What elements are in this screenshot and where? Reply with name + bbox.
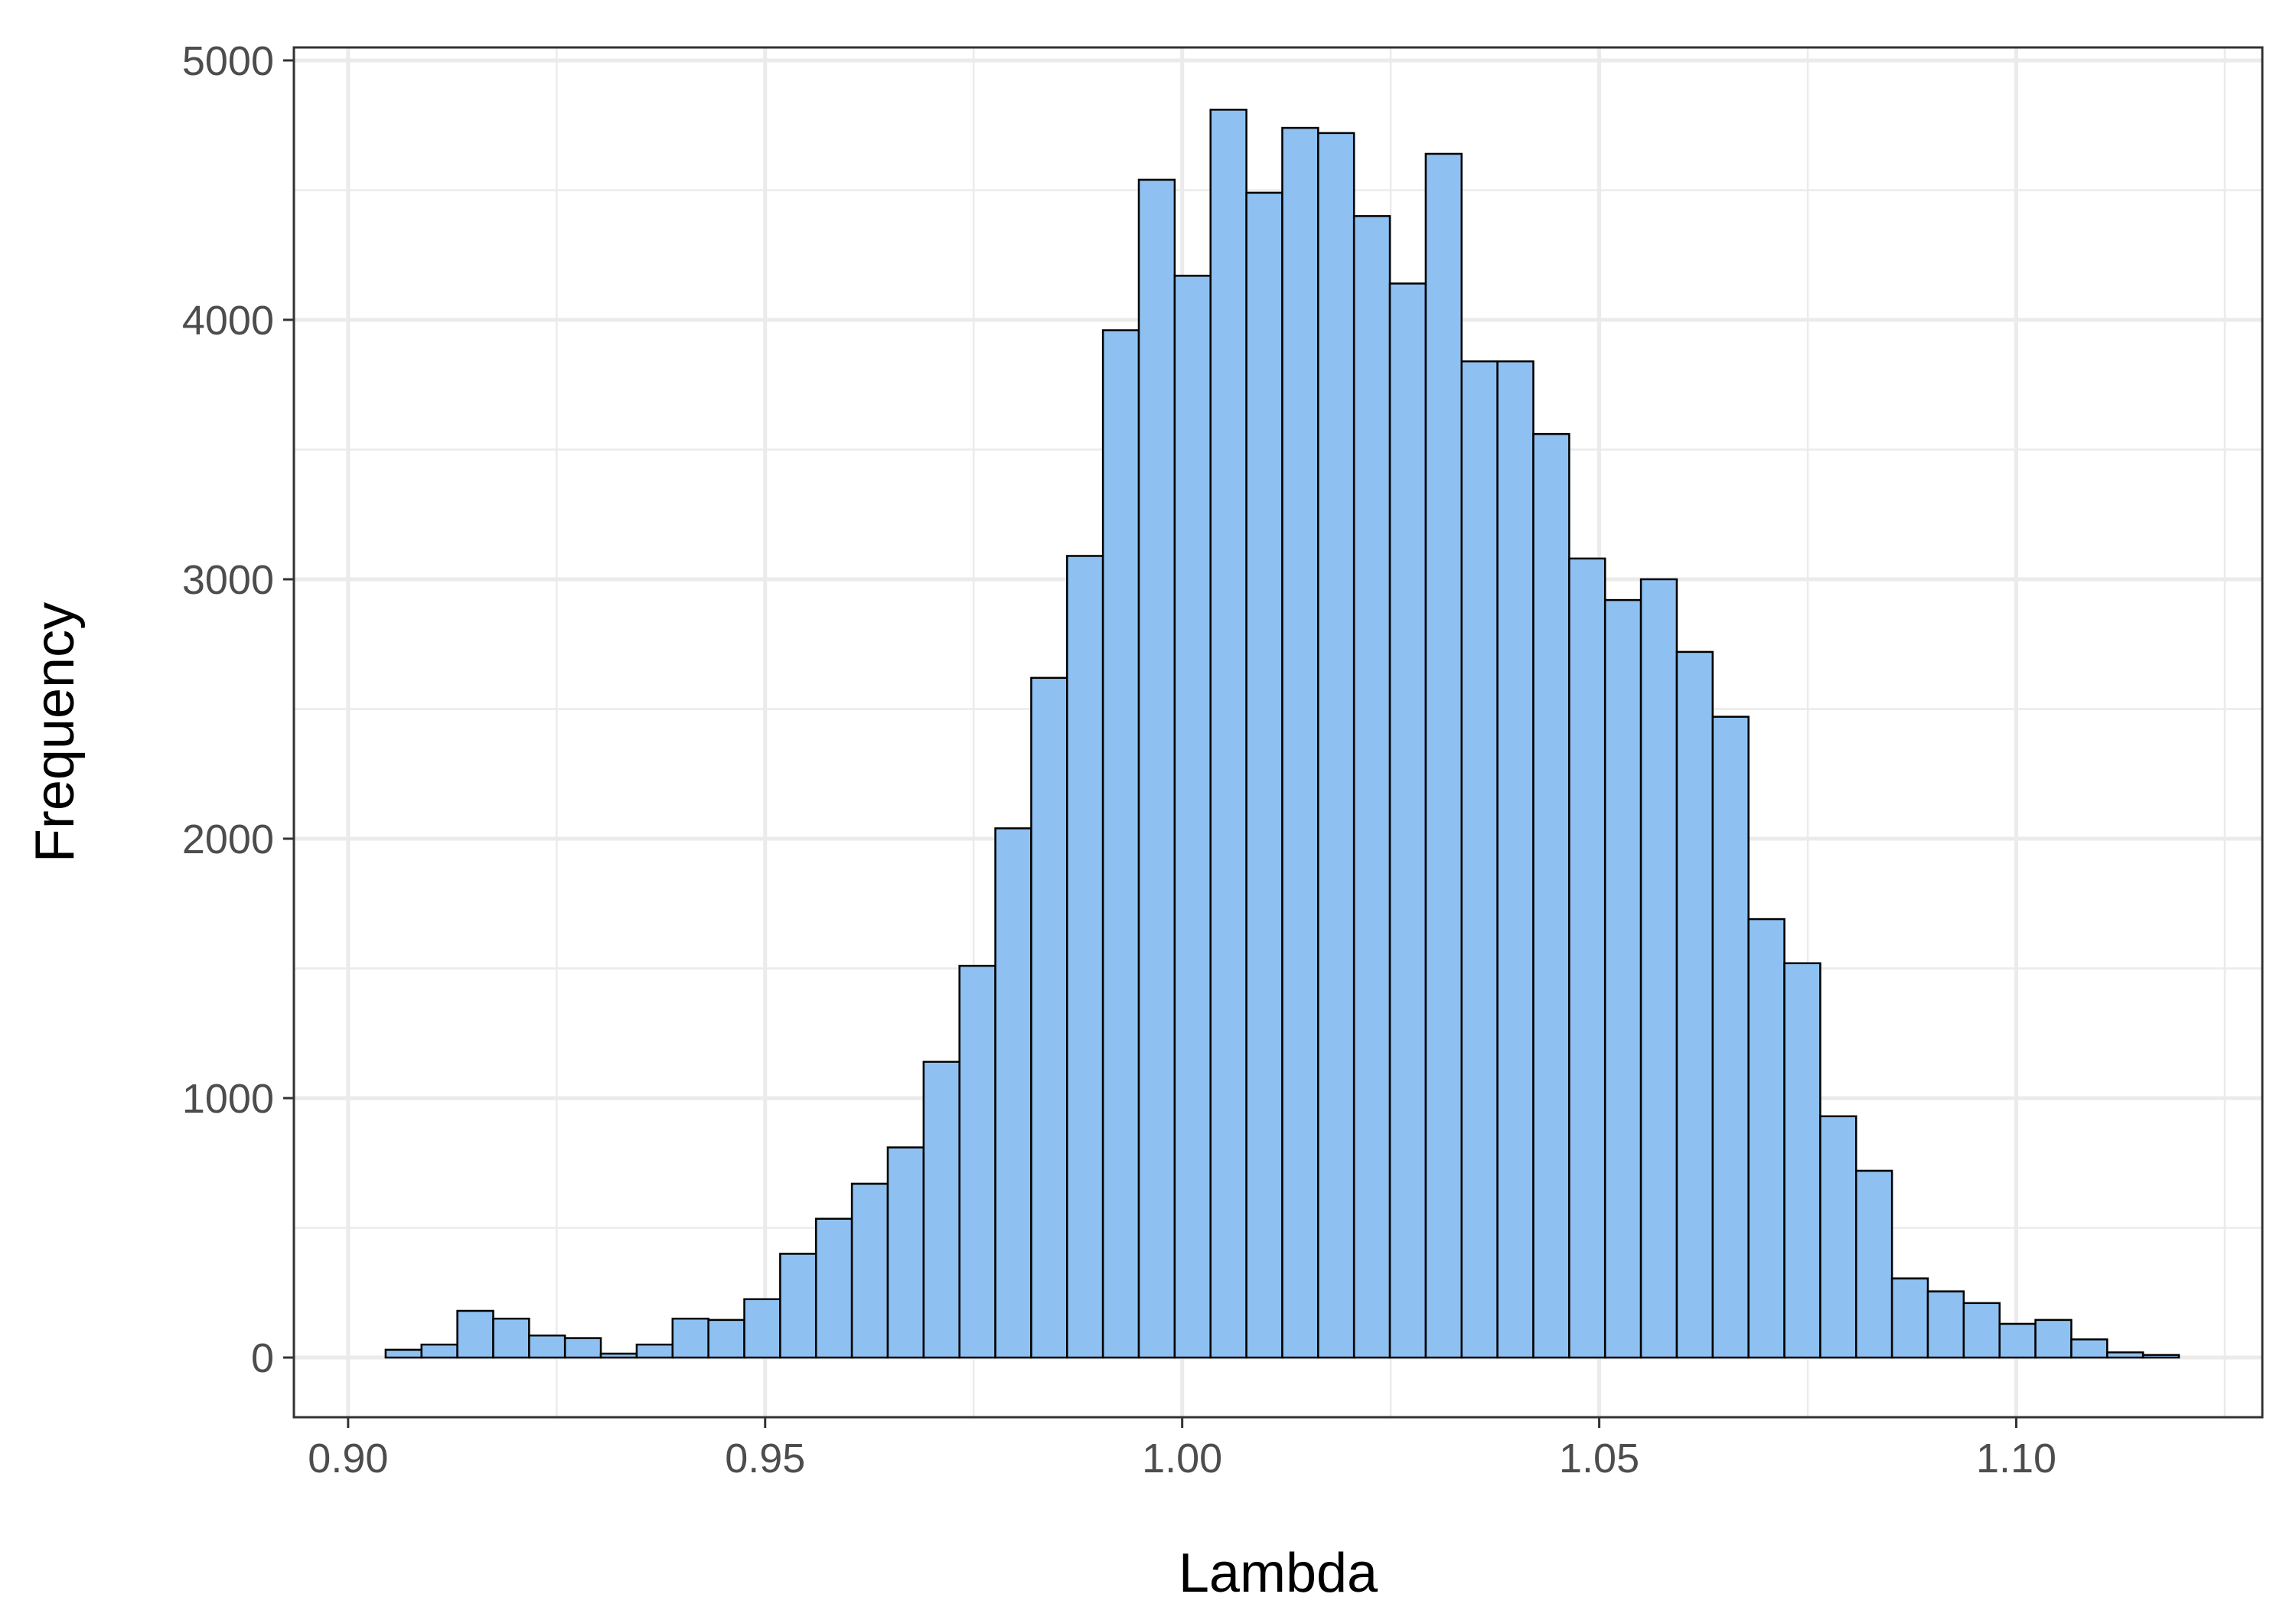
histogram-bar: [1532, 432, 1570, 1359]
histogram-bar: [922, 1061, 960, 1359]
histogram-bar: [2034, 1319, 2073, 1359]
histogram-bar: [384, 1348, 422, 1359]
x-tick-label: 0.95: [725, 1436, 805, 1482]
histogram-bar: [1890, 1277, 1929, 1359]
histogram-bar: [1783, 962, 1821, 1359]
y-tick-label: 4000: [182, 298, 274, 344]
histogram-bar: [420, 1343, 458, 1359]
histogram-bar: [1245, 191, 1283, 1359]
histogram-bar: [1101, 329, 1140, 1359]
histogram-bar: [1066, 555, 1104, 1359]
histogram-bar: [1568, 557, 1606, 1359]
histogram-bar: [563, 1337, 602, 1359]
histogram-bar: [1603, 598, 1642, 1359]
histogram-bar: [1998, 1322, 2037, 1359]
histogram-bar: [1926, 1290, 1965, 1359]
y-tick-label: 2000: [182, 817, 274, 862]
histogram-bar: [886, 1146, 925, 1359]
y-tick-label: 1000: [182, 1076, 274, 1122]
histogram-bar: [1639, 578, 1678, 1359]
histogram-bar: [1317, 132, 1355, 1359]
histogram-bar: [850, 1182, 889, 1359]
histogram-bar: [814, 1217, 853, 1359]
histogram-bar: [994, 827, 1032, 1359]
panel-border: [292, 46, 2264, 1419]
axes: 0.90 0.95 1.00 1.05 1.10 0 1000 2000 3000 4000 500…: [182, 38, 2056, 1482]
histogram-bar: [1424, 152, 1463, 1359]
y-axis-title: Frequency: [24, 602, 86, 862]
histogram-bars: [384, 109, 2180, 1359]
histogram-bar: [1460, 360, 1499, 1359]
histogram-bar: [492, 1317, 530, 1359]
x-tick-label: 1.00: [1142, 1436, 1222, 1482]
histogram-bar: [743, 1298, 781, 1359]
histogram-bar: [1173, 275, 1212, 1359]
histogram-bar: [1281, 126, 1319, 1359]
histogram-bar: [1496, 360, 1534, 1359]
y-tick-label: 5000: [182, 38, 274, 84]
histogram-bar: [779, 1253, 817, 1359]
histogram-bar: [1030, 676, 1068, 1359]
histogram-bar: [1855, 1169, 1893, 1359]
histogram-bar: [1209, 109, 1247, 1359]
histogram-bar: [707, 1319, 745, 1359]
x-tick-label: 1.05: [1559, 1436, 1639, 1482]
histogram-bar: [1711, 715, 1750, 1359]
histogram-bar: [1747, 918, 1786, 1359]
histogram-bar: [2106, 1351, 2144, 1359]
histogram-bar: [2070, 1338, 2108, 1359]
y-tick-label: 0: [251, 1335, 274, 1381]
y-tick-label: 3000: [182, 557, 274, 603]
histogram-bar: [1819, 1115, 1857, 1359]
histogram-bar: [1352, 215, 1391, 1359]
histogram-bar: [1137, 178, 1176, 1359]
x-tick-label: 0.90: [308, 1436, 388, 1482]
histogram-bar: [1388, 282, 1427, 1359]
x-tick-label: 1.10: [1976, 1436, 2056, 1482]
histogram-bar: [599, 1352, 638, 1359]
histogram-bar: [671, 1317, 709, 1359]
histogram-bar: [2141, 1354, 2180, 1359]
histogram-bar: [958, 964, 996, 1359]
histogram-bar: [528, 1334, 566, 1359]
histogram-bar: [456, 1309, 494, 1359]
x-axis-title: Lambda: [1179, 1543, 1378, 1604]
histogram-bar: [1675, 650, 1714, 1359]
histogram-bar: [1962, 1302, 2001, 1359]
histogram-bar: [635, 1343, 674, 1359]
